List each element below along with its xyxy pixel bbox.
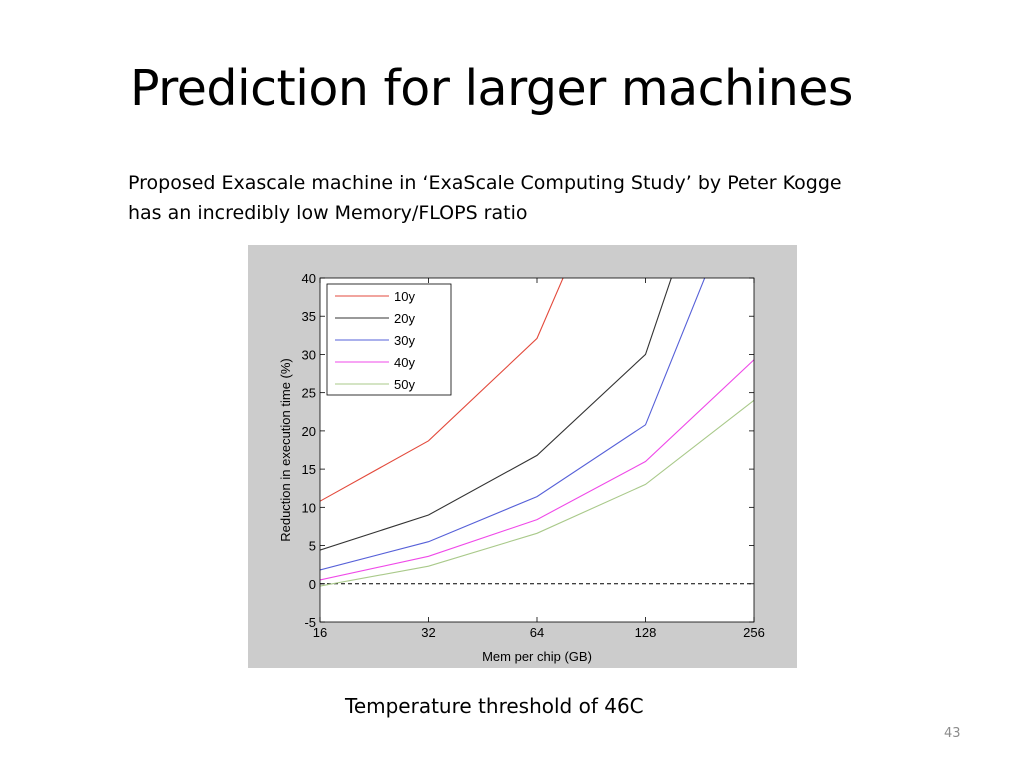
- legend: 10y 20y 30y 40y 50y: [326, 283, 452, 396]
- slide-title: Prediction for larger machines: [130, 60, 853, 117]
- y-tick-label: 40: [302, 271, 316, 286]
- plot-frame: [319, 277, 755, 623]
- y-tick-label: 30: [302, 347, 316, 362]
- page-number: 43: [944, 726, 961, 741]
- series-line-20y: [320, 278, 672, 551]
- x-axis-label: Mem per chip (GB): [482, 649, 592, 664]
- y-tick-label: 10: [302, 500, 316, 515]
- chart-figure: -5 0 5 10 15 20 25 30 35 40 16 32 64 128 256 10y 20y 30…: [248, 245, 797, 668]
- y-tick-label: 25: [302, 386, 316, 401]
- x-tick-label: 64: [530, 625, 544, 640]
- legend-label: 20y: [394, 311, 415, 326]
- x-tick-label: 32: [421, 625, 435, 640]
- series-line-10y: [320, 278, 564, 502]
- y-tick-label: 15: [302, 462, 316, 477]
- figure-caption: Temperature threshold of 46C: [345, 694, 644, 718]
- y-tick-label: 5: [309, 539, 316, 554]
- x-tick-label: 128: [635, 625, 657, 640]
- intro-text: Proposed Exascale machine in ‘ExaScale C…: [128, 172, 842, 224]
- legend-label: 10y: [394, 289, 415, 304]
- x-tick-label: 16: [313, 625, 327, 640]
- y-axis-label: Reduction in execution time (%): [278, 358, 293, 542]
- series-line-40y: [320, 359, 754, 581]
- x-tick-label: 256: [743, 625, 765, 640]
- y-tick-label: 20: [302, 424, 316, 439]
- y-tick-label: -5: [304, 615, 316, 630]
- y-tick-label: 0: [309, 577, 316, 592]
- y-tick-label: 35: [302, 309, 316, 324]
- legend-label: 40y: [394, 355, 415, 370]
- series-line-50y: [320, 399, 754, 587]
- legend-label: 50y: [394, 377, 415, 392]
- legend-label: 30y: [394, 333, 415, 348]
- line-chart: -5 0 5 10 15 20 25 30 35 40 16 32 64 128 256 10y 20y 30…: [248, 245, 797, 668]
- series-line-30y: [320, 278, 706, 571]
